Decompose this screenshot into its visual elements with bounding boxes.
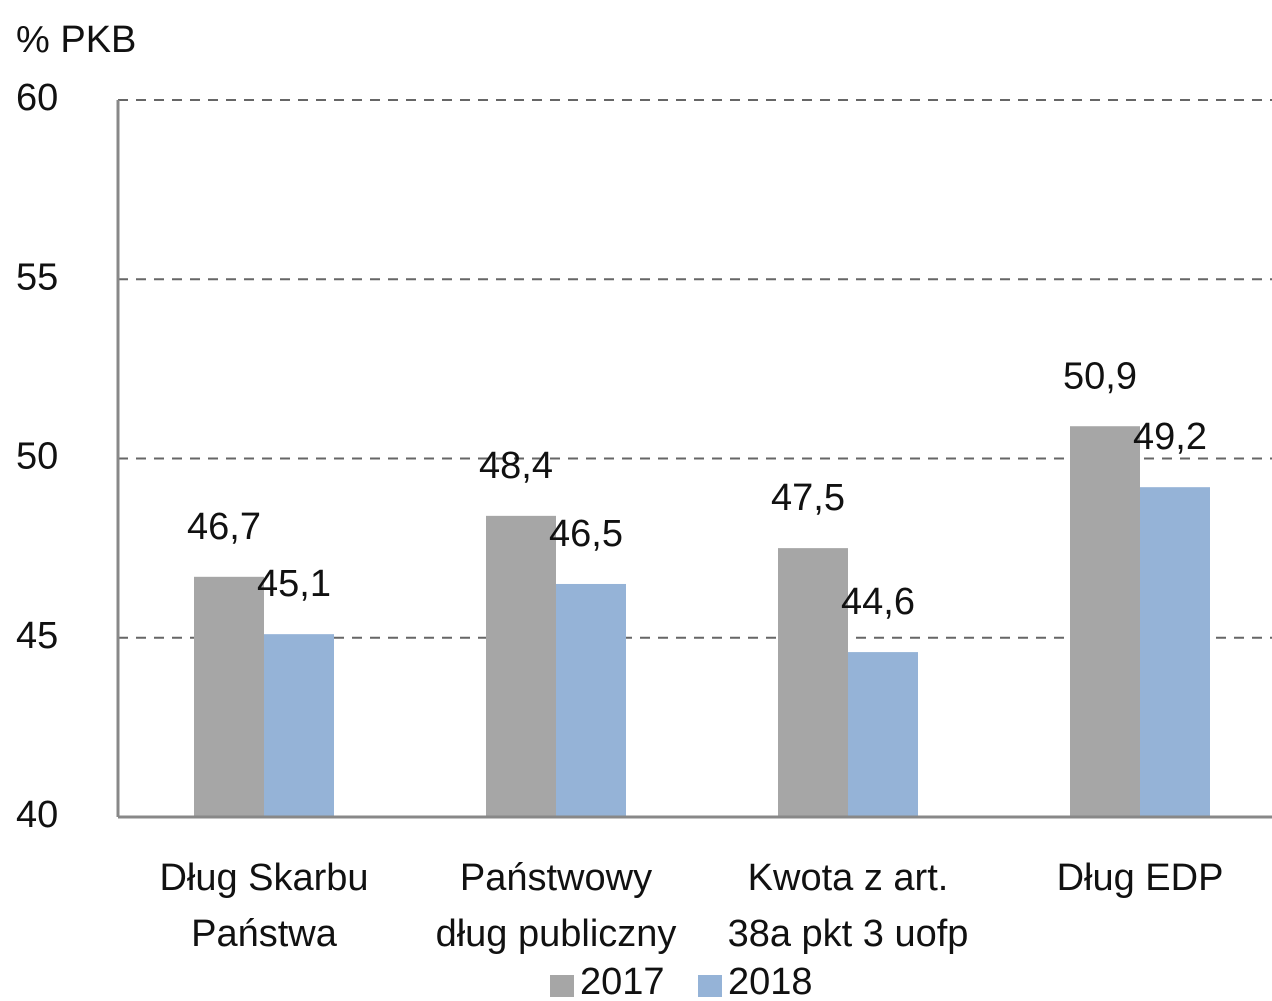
bar — [194, 576, 264, 817]
bar — [486, 515, 556, 817]
x-tick-label: Dług Skarbu Państwa — [159, 857, 369, 955]
y-tick-label: 55 — [16, 256, 58, 298]
x-tick-label: Kwota z art. 38a pkt 3 uofp — [727, 857, 969, 955]
y-tick-label: 40 — [16, 794, 58, 836]
y-axis-label: % PKB — [16, 19, 136, 61]
bar — [778, 548, 848, 817]
y-tick-label: 45 — [16, 615, 58, 657]
y-tick-label: 50 — [16, 436, 58, 478]
bar — [1070, 426, 1140, 817]
value-label: 48,4 — [479, 445, 553, 487]
bar — [264, 634, 334, 817]
legend-label: 2018 — [728, 961, 813, 1001]
value-label: 47,5 — [771, 477, 845, 519]
bar — [1140, 487, 1210, 817]
value-label: 46,5 — [549, 513, 623, 555]
bar — [556, 583, 626, 817]
value-label: 49,2 — [1133, 416, 1207, 458]
bar — [848, 652, 918, 817]
x-tick-label: Państwowy dług publiczny — [435, 857, 677, 955]
y-tick-label: 60 — [16, 77, 58, 119]
legend-swatch — [550, 975, 574, 997]
value-label: 44,6 — [841, 581, 915, 623]
legend-swatch — [698, 975, 722, 997]
legend-label: 2017 — [580, 961, 665, 1001]
x-tick-label: Dług EDP — [1056, 857, 1224, 899]
value-label: 50,9 — [1063, 355, 1137, 397]
value-label: 45,1 — [257, 563, 331, 605]
value-label: 46,7 — [187, 506, 261, 548]
